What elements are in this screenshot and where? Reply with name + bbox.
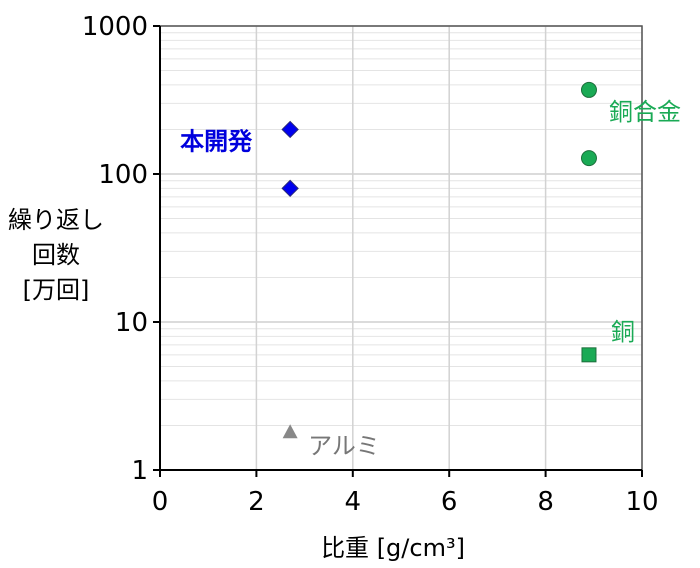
x-tick-labels: 0 2 4 6 8 10 — [152, 487, 659, 517]
y-tick-label: 10 — [115, 308, 148, 338]
series-label: 銅合金 — [609, 98, 681, 126]
tick-marks — [153, 25, 643, 477]
data-points — [281, 81, 597, 439]
series-label: 銅 — [611, 318, 635, 346]
x-tick-label: 6 — [441, 487, 458, 517]
y-axis-title-line: [万回] — [23, 276, 90, 304]
x-tick-label: 2 — [248, 487, 265, 517]
y-tick-labels: 1 10 100 1000 — [82, 12, 148, 486]
plot-frame — [159, 25, 643, 471]
series-label: 本開発 — [180, 127, 253, 155]
x-tick-label: 0 — [152, 487, 169, 517]
y-axis-title-line: 回数 — [32, 241, 80, 269]
circle-marker — [580, 150, 597, 167]
grid-lines — [159, 25, 643, 471]
square-marker — [581, 347, 597, 363]
y-tick-label: 1000 — [82, 12, 148, 42]
triangle-marker — [282, 424, 298, 439]
diamond-marker — [281, 120, 299, 139]
series-label: アルミ — [308, 432, 380, 460]
x-tick-label: 4 — [345, 487, 362, 517]
x-axis-title: 比重 [g/cm³] — [321, 534, 465, 562]
y-tick-label: 100 — [98, 160, 148, 190]
y-axis-title-line: 繰り返し — [8, 206, 104, 234]
diamond-marker — [281, 179, 299, 198]
y-tick-label: 1 — [131, 456, 148, 486]
x-tick-label: 8 — [537, 487, 554, 517]
x-tick-label: 10 — [625, 487, 658, 517]
circle-marker — [580, 81, 597, 98]
